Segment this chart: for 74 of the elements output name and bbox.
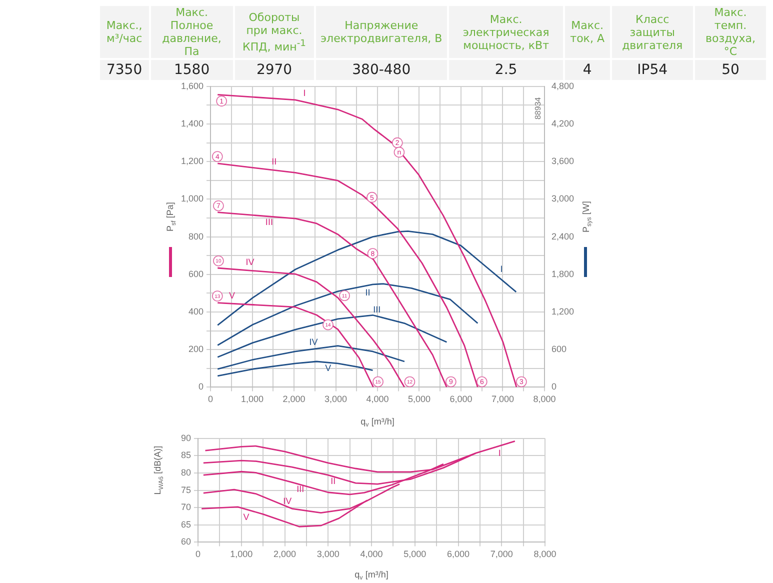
x-tick-label: 2,000	[282, 394, 306, 404]
y-tick-label: 1,400	[180, 118, 204, 128]
y2-tick-label: 1,200	[551, 306, 574, 316]
y-tick-label: 1,200	[180, 156, 204, 166]
x-tick-label: 3,000	[316, 549, 340, 560]
text: 4	[582, 62, 592, 78]
y2-tick-label: 1,800	[551, 268, 574, 279]
category-label: Макс. электрическая мощность, кВт	[449, 6, 563, 58]
series-label: III	[265, 217, 273, 227]
x-tick-label: 7,000	[490, 549, 513, 560]
x-tick-label: 1,000	[241, 394, 264, 404]
y-tick-label: 200	[188, 344, 204, 354]
category-label: Напряжение электродвигателя, В	[316, 6, 448, 58]
x-tick-label: 3,000	[324, 394, 348, 404]
y-tick-label: 400	[188, 306, 204, 316]
series-label: V	[325, 363, 332, 374]
x-tick-label: 4,000	[360, 549, 383, 560]
series-label: V	[243, 512, 250, 522]
x-tick-label: 4,000	[366, 394, 389, 404]
y2-tick-label: 2,400	[551, 231, 574, 242]
text: IP54	[637, 62, 668, 78]
x-tick-label: 5,000	[404, 549, 426, 560]
annotation: 88934	[534, 96, 543, 120]
y2-tick-label: 600	[551, 344, 567, 354]
y-tick-label: 90	[180, 432, 192, 443]
text: 2970	[256, 62, 292, 78]
x-tick-label: 6,000	[450, 394, 472, 404]
text: 2.5	[494, 62, 518, 78]
y-tick-label: 85	[180, 450, 192, 460]
category-label: Макс. темп. воздуха, °C	[694, 6, 766, 58]
x-tick-label: 6,000	[446, 549, 470, 560]
y2-tick-label: 0	[551, 382, 556, 392]
x-tick-label: 1,000	[230, 549, 253, 560]
y-tick-label: 80	[180, 467, 192, 478]
series-label: III	[373, 304, 381, 315]
series-label: IV	[246, 257, 254, 268]
series-label: IV	[309, 336, 318, 347]
series-label: I	[500, 264, 503, 274]
y2-tick-label: 4,200	[551, 118, 574, 128]
series-label: IV	[283, 496, 292, 506]
x-tick-label: 8,000	[533, 394, 556, 404]
text: 380-480	[352, 62, 411, 78]
series-label: II	[272, 156, 277, 167]
x-tick-label: 5,000	[408, 394, 431, 404]
x-tick-label: 7,000	[491, 394, 514, 404]
series-label: III	[296, 484, 304, 494]
y-tick-label: 600	[188, 268, 204, 279]
category-label: Класс защиты двигателя	[612, 6, 693, 58]
y-tick-label: 65	[180, 519, 192, 530]
series-label: V	[228, 290, 235, 300]
text: 7350	[106, 62, 142, 78]
category-label: Макс., м³/час	[100, 6, 149, 58]
x-tick-label: 2,000	[273, 549, 296, 560]
series-label: I	[303, 88, 306, 98]
y-tick-label: 70	[180, 502, 192, 512]
text: 50	[722, 62, 740, 78]
category-label: Обороты при макс. КПД, мин$^{-1}$	[234, 6, 314, 58]
y-tick-label: 75	[180, 484, 192, 495]
y-tick-label: 1,000	[180, 194, 204, 204]
series-label: II	[365, 287, 370, 298]
y2-tick-label: 3,600	[551, 156, 574, 166]
y2-tick-label: 4,800	[551, 80, 574, 91]
y-tick-label: 60	[180, 536, 192, 547]
x-tick-label: 0	[208, 394, 214, 404]
y2-tick-label: 3,000	[551, 194, 574, 204]
y-tick-label: 800	[188, 231, 204, 242]
y-tick-label: 0	[198, 382, 204, 392]
y-tick-label: 1,600	[180, 80, 204, 91]
category-label: Макс. Полное давление, Па	[150, 6, 233, 58]
series-label: I	[498, 448, 501, 458]
category-label: Макс. ток, А	[564, 6, 610, 58]
x-tick-label: 8,000	[534, 549, 556, 560]
text: 1580	[174, 62, 210, 78]
series-label: II	[330, 476, 336, 486]
